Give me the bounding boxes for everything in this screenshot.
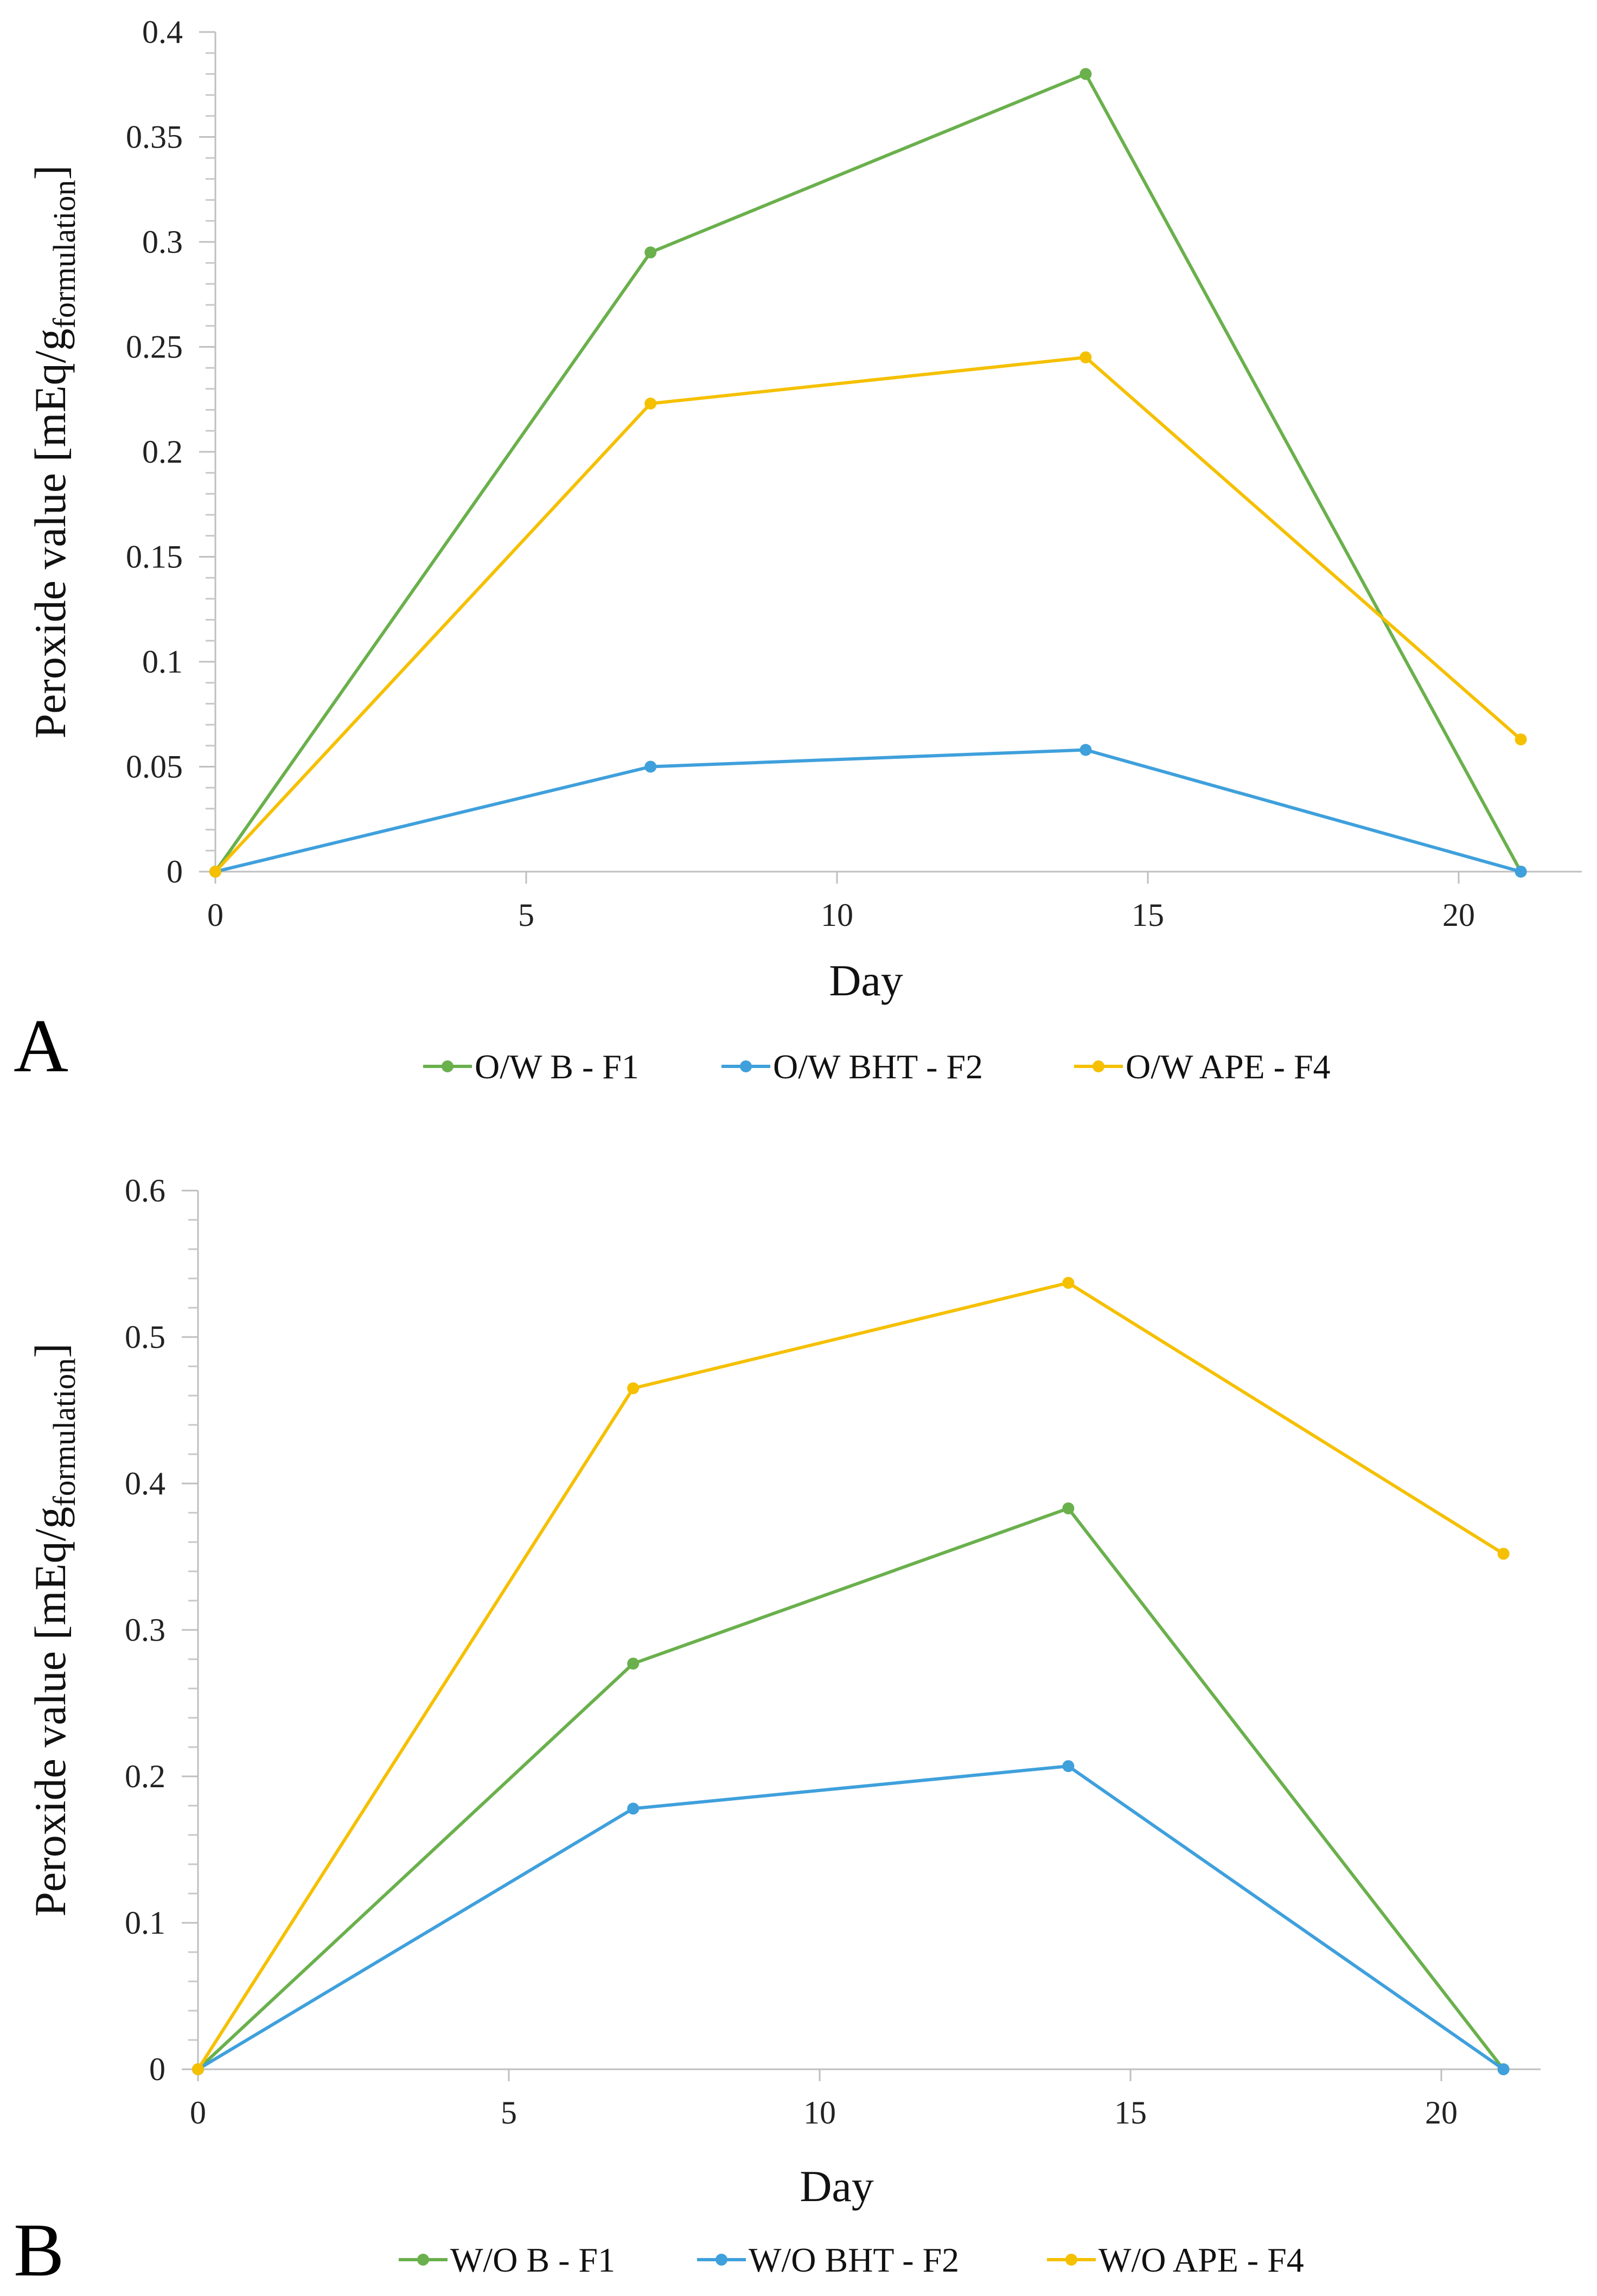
data-point bbox=[644, 760, 657, 773]
y-tick-label: 0 bbox=[167, 854, 183, 890]
panel-label: A bbox=[14, 1004, 68, 1088]
x-tick-label: 5 bbox=[518, 897, 534, 933]
data-point bbox=[627, 1802, 640, 1815]
legend-label: W/O APE - F4 bbox=[1098, 2241, 1304, 2279]
legend-swatch-marker bbox=[1093, 1060, 1104, 1072]
y-tick-label: 0.1 bbox=[142, 644, 183, 680]
data-point bbox=[1062, 1760, 1075, 1773]
y-tick-label: 0.3 bbox=[125, 1612, 165, 1648]
data-point bbox=[627, 1382, 640, 1395]
y-tick-label: 0.2 bbox=[142, 434, 183, 470]
x-tick-label: 20 bbox=[1442, 897, 1475, 933]
y-tick-label: 0.1 bbox=[125, 1905, 165, 1941]
x-tick-label: 5 bbox=[501, 2095, 517, 2131]
y-tick-label: 0.15 bbox=[126, 539, 183, 575]
y-tick-label: 0.2 bbox=[125, 1758, 165, 1794]
series-line-2 bbox=[197, 1764, 1505, 2071]
data-point bbox=[1062, 1502, 1075, 1514]
x-tick-label: 15 bbox=[1132, 897, 1164, 933]
data-point bbox=[1079, 68, 1092, 80]
series-line-1 bbox=[196, 1506, 1505, 2071]
y-tick-label: 0.6 bbox=[125, 1173, 165, 1208]
series-line-2 bbox=[215, 748, 1522, 873]
legend-label: W/O B - F1 bbox=[450, 2241, 615, 2279]
legend-swatch-marker bbox=[442, 1060, 453, 1072]
y-tick-label: 0.4 bbox=[142, 14, 183, 50]
data-point bbox=[1515, 866, 1527, 878]
x-tick-label: 0 bbox=[190, 2095, 206, 2131]
x-axis-title: Day bbox=[800, 2161, 874, 2211]
y-tick-label: 0.4 bbox=[125, 1466, 165, 1501]
legend-swatch-marker bbox=[740, 1060, 752, 1072]
y-axis-title-main: Peroxide value [mEq/g bbox=[25, 329, 75, 739]
series-line-1 bbox=[214, 72, 1523, 873]
x-axis-title: Day bbox=[829, 956, 903, 1005]
data-point bbox=[1079, 744, 1092, 756]
y-axis-title: Peroxide value [mEq/gformulation] bbox=[25, 165, 82, 738]
data-point bbox=[1497, 1547, 1510, 1560]
y-tick-label: 0 bbox=[149, 2051, 165, 2087]
legend-label: O/W BHT - F2 bbox=[773, 1047, 983, 1086]
legend-label: O/W APE - F4 bbox=[1126, 1047, 1331, 1086]
y-axis-title-main: Peroxide value [mEq/g bbox=[25, 1507, 75, 1917]
y-tick-label: 0.05 bbox=[126, 749, 183, 785]
series-line-3 bbox=[214, 355, 1522, 873]
y-axis-title: Peroxide value [mEq/gformulation] bbox=[25, 1343, 82, 1916]
data-point bbox=[1062, 1277, 1075, 1289]
data-point bbox=[644, 246, 657, 259]
data-point bbox=[1497, 2063, 1510, 2075]
panel-label: B bbox=[14, 2208, 64, 2292]
legend-swatch-marker bbox=[1065, 2254, 1077, 2266]
x-tick-label: 15 bbox=[1114, 2095, 1147, 2131]
data-point bbox=[1515, 733, 1527, 746]
series-line-3 bbox=[196, 1281, 1505, 2070]
x-tick-label: 10 bbox=[803, 2095, 836, 2131]
x-tick-label: 0 bbox=[207, 897, 223, 933]
data-point bbox=[644, 397, 657, 410]
x-tick-label: 20 bbox=[1425, 2095, 1458, 2131]
legend-swatch-marker bbox=[716, 2254, 727, 2266]
legend-label: O/W B - F1 bbox=[475, 1047, 639, 1086]
chart-panel-A: 0 0.05 0.1 0.15 0.2 0.25 0.3 0.35 0.4 0 5 10 15 20 Day… bbox=[14, 14, 1582, 1088]
legend-swatch-marker bbox=[417, 2254, 429, 2266]
legend-label: W/O BHT - F2 bbox=[749, 2241, 959, 2279]
chart-panel-B: 0 0.1 0.2 0.3 0.4 0.5 0.6 0 5 10 15 20 Day Peroxide v… bbox=[14, 1173, 1541, 2292]
data-point bbox=[192, 2063, 204, 2075]
y-axis-title-subscript: formulation bbox=[47, 1358, 82, 1507]
y-tick-label: 0.5 bbox=[125, 1319, 165, 1355]
y-tick-label: 0.3 bbox=[142, 224, 183, 260]
data-point bbox=[1079, 351, 1092, 363]
y-axis-title-subscript: formulation bbox=[47, 180, 82, 329]
x-tick-label: 10 bbox=[821, 897, 853, 933]
y-tick-label: 0.35 bbox=[126, 119, 183, 155]
data-point bbox=[209, 866, 221, 878]
y-tick-label: 0.25 bbox=[126, 329, 183, 365]
y-axis-title-end: ] bbox=[25, 165, 75, 180]
data-point bbox=[627, 1658, 640, 1670]
y-axis-title-end: ] bbox=[25, 1343, 75, 1358]
